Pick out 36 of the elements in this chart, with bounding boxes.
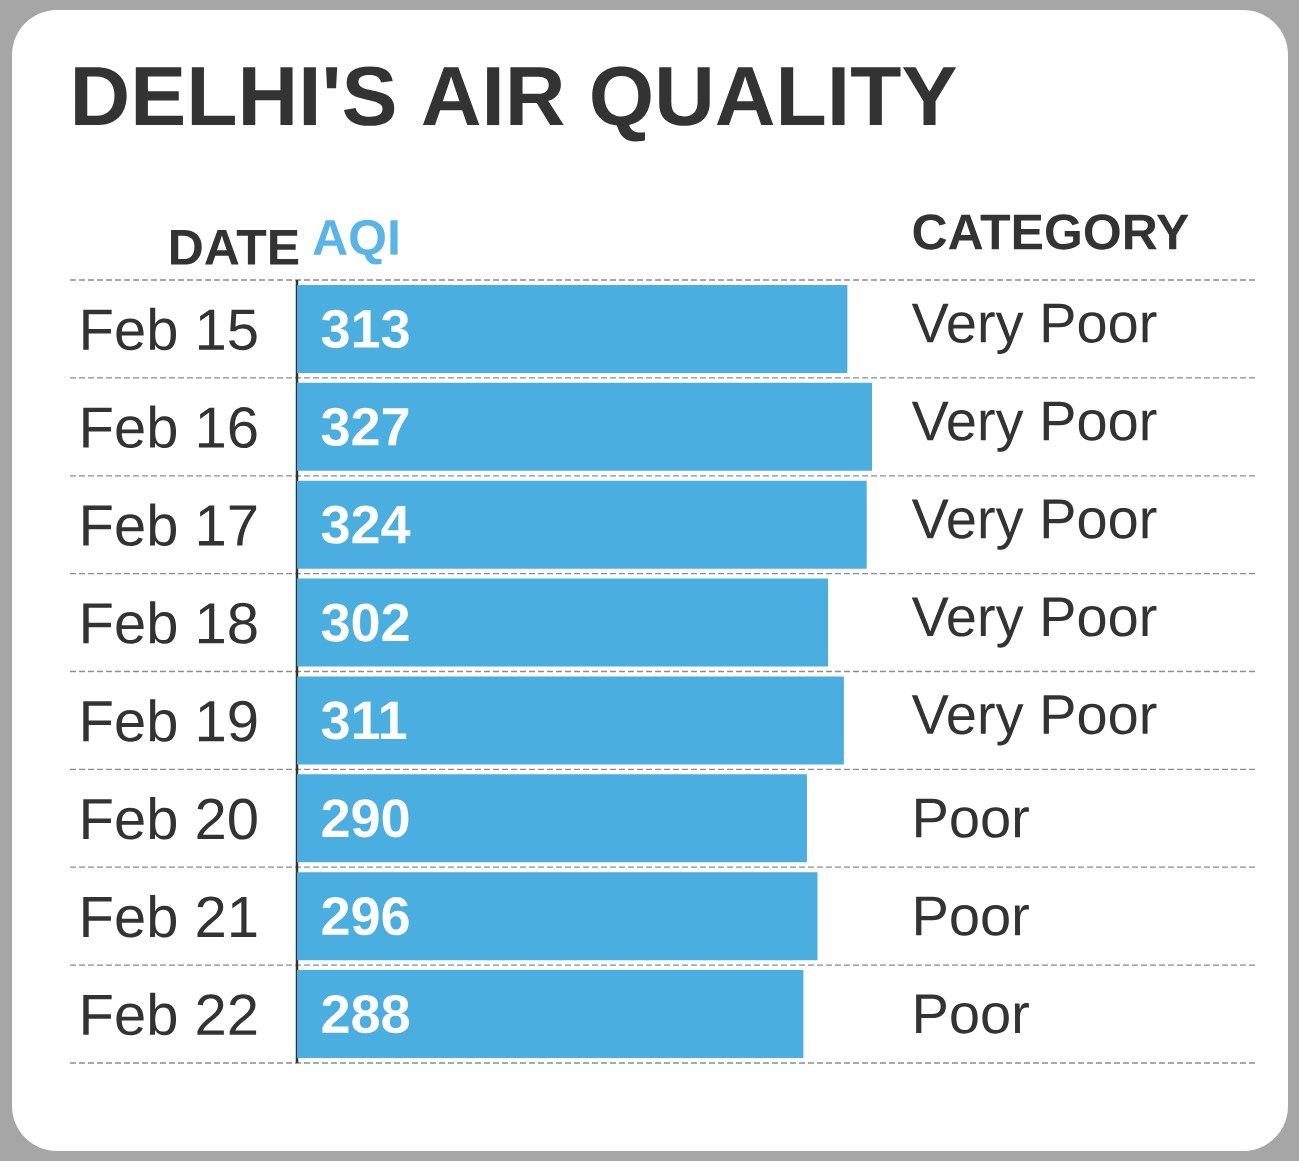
bar bbox=[297, 284, 848, 373]
bar bbox=[297, 676, 844, 765]
y-axis-title: DATE bbox=[171, 230, 299, 265]
data-label: 302 bbox=[321, 603, 409, 642]
text: Very Poor bbox=[911, 303, 1157, 354]
data-label: 311 bbox=[321, 701, 407, 740]
text: Very Poor bbox=[911, 597, 1157, 648]
data-label: 324 bbox=[321, 505, 411, 544]
y-tick-label: Feb 18 bbox=[83, 601, 257, 644]
bar bbox=[297, 872, 818, 961]
y-tick-label: Feb 15 bbox=[83, 307, 257, 351]
bar bbox=[297, 970, 804, 1059]
data-label: 290 bbox=[322, 799, 409, 838]
text: Poor bbox=[916, 798, 1029, 838]
text: Very Poor bbox=[911, 695, 1157, 746]
x-axis-title: AQI bbox=[313, 219, 398, 265]
text: Poor bbox=[916, 896, 1029, 936]
bar bbox=[297, 578, 829, 667]
y-tick-label: Feb 16 bbox=[83, 405, 257, 449]
text: Very Poor bbox=[911, 499, 1157, 550]
y-tick-label: Feb 21 bbox=[83, 894, 257, 938]
y-tick-label: Feb 20 bbox=[83, 797, 257, 840]
bar bbox=[297, 382, 872, 471]
data-label: 288 bbox=[322, 994, 409, 1034]
text: Poor bbox=[916, 994, 1029, 1034]
y-tick-label: Feb 17 bbox=[83, 503, 257, 546]
y-tick-label: Feb 19 bbox=[83, 699, 257, 742]
data-label: 313 bbox=[321, 309, 409, 349]
bar bbox=[297, 480, 867, 569]
y-tick-label: Feb 22 bbox=[83, 992, 257, 1036]
bar bbox=[297, 774, 807, 863]
data-label: 327 bbox=[321, 407, 409, 446]
text: Very Poor bbox=[911, 401, 1157, 452]
text: CATEGORY bbox=[913, 214, 1189, 250]
data-label: 296 bbox=[322, 897, 409, 936]
chart-title: DELHI'S AIR QUALITY bbox=[75, 66, 957, 142]
